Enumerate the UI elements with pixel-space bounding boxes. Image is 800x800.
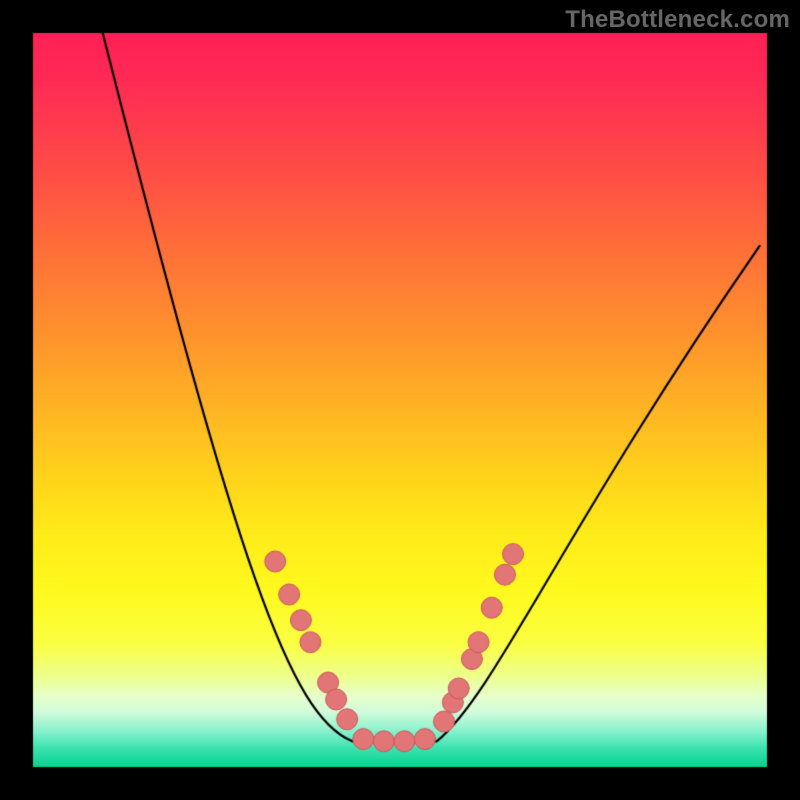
chart-stage: TheBottleneck.com (0, 0, 800, 800)
watermark-text: TheBottleneck.com (565, 6, 790, 34)
bottleneck-chart-canvas (0, 0, 800, 800)
